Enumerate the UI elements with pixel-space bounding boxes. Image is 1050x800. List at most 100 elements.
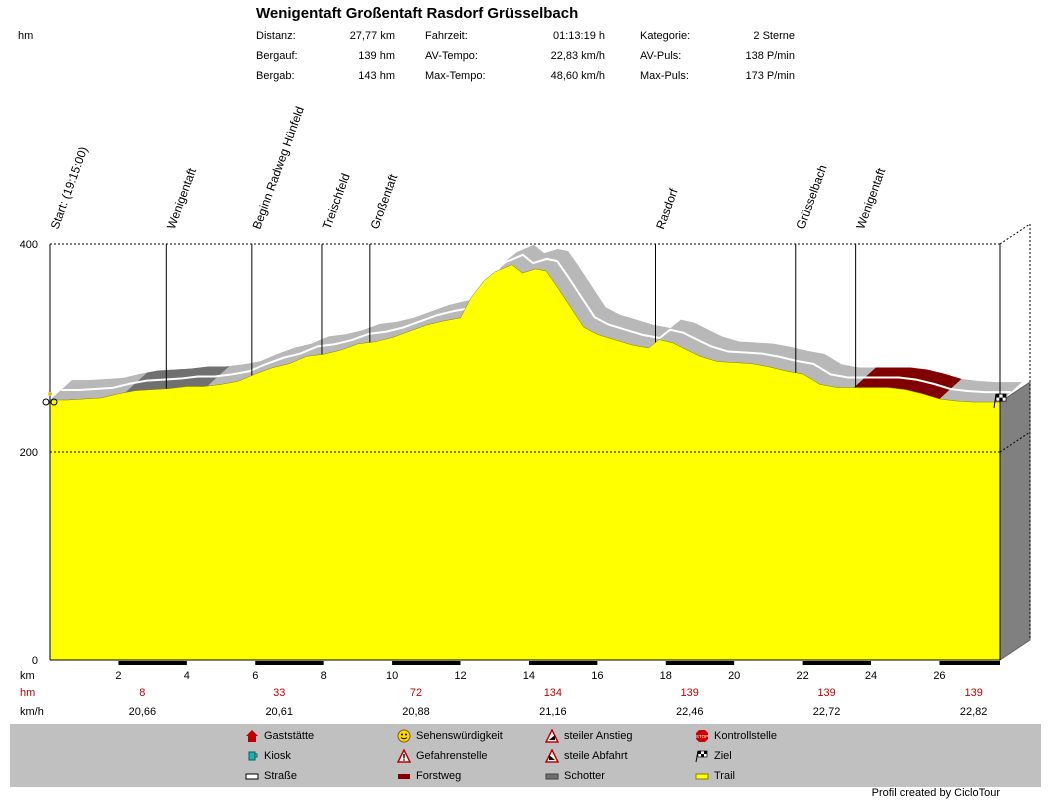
hm-summary-value: 134 [544,687,562,699]
x-tick-label: 18 [660,670,672,682]
legend-label: Straße [264,770,298,782]
legend: Gaststätte Sehenswürdigkeit steiler Anstie… [10,724,1041,787]
legend-item: STOP Kontrollstelle [695,729,777,743]
legend-item: Forstweg [397,769,461,783]
x-tick-label: 12 [454,670,466,682]
steep-climb-icon [544,728,560,743]
trail-swatch-icon [695,769,709,783]
finish-flag-marker-icon [993,393,1007,409]
legend-item: Gaststätte [245,729,314,743]
legend-label: steiler Anstieg [564,730,633,742]
x-tick-label: 4 [184,670,190,682]
legend-item: Schotter [545,769,605,783]
stat-value: 143 hm [358,70,395,82]
x-axis-band [392,661,461,665]
cup-icon [245,749,259,763]
page-title: Wenigentaft Großentaft Rasdorf Grüsselba… [256,5,579,22]
profile-shadow [50,244,1022,403]
hm-summary-value: 139 [681,687,699,699]
legend-label: Gefahrenstelle [416,750,488,762]
legend-label: Gaststätte [264,730,315,742]
elevation-area [49,264,1001,661]
waypoint-label: Wenigentaft [853,166,888,231]
waypoint-label: Beginn Radweg Hünfeld [249,105,306,231]
profile-side-face [999,381,1031,661]
legend-item: steiler Anstieg [544,728,633,743]
x-tick-label: 16 [591,670,603,682]
x-axis-band [802,661,872,665]
waypoint-label: Start: (19:15:00) [48,145,91,231]
kmh-summary-value: 22,46 [676,706,704,718]
stat-label: AV-Puls: [640,50,682,62]
stat-value: 173 P/min [745,70,795,82]
x-axis-band [255,661,324,665]
smiley-icon [397,729,411,743]
x-axis-unit-label: km [20,670,35,682]
hm-summary-value: 72 [410,687,422,699]
x-tick-label: 2 [115,670,121,682]
road-centerline [61,253,1011,394]
legend-label: Forstweg [416,770,462,782]
legend-label: Schotter [564,770,605,782]
x-tick-label: 20 [728,670,740,682]
stat-value: 27,77 km [349,30,395,42]
stat-value: 139 hm [358,50,395,62]
y-tick-label: 0 [32,655,38,667]
x-tick-label: 10 [386,670,398,682]
hm-row-label: hm [20,687,35,699]
legend-item: steile Abfahrt [544,748,628,763]
warning-icon [396,748,412,763]
stat-label: Bergab: [256,70,295,82]
stat-label: Max-Tempo: [425,70,486,82]
waypoint-label: Wenigentaft [164,166,199,231]
legend-item: Trail [695,769,735,783]
credit-text: Profil created by CicloTour [871,787,1000,799]
legend-item: Sehenswürdigkeit [397,729,503,743]
waypoint-label: Treischfeld [320,172,353,232]
legend-item: Gefahrenstelle [396,748,488,763]
legend-item: Kiosk [245,749,291,763]
stat-value: 138 P/min [745,50,795,62]
gravel-swatch-icon [545,769,559,783]
hm-summary-value: 139 [964,687,982,699]
stop-icon: STOP [695,729,709,743]
x-axis-band [939,661,1000,665]
steep-descent-icon [544,748,560,763]
hm-summary-value: 139 [817,687,835,699]
legend-label: Trail [714,770,735,782]
legend-label: Kiosk [264,750,291,762]
finish-flag-icon [695,749,709,763]
waypoint-label: Rasdorf [653,186,681,231]
legend-item: Straße [245,769,297,783]
kmh-summary-value: 20,66 [129,706,157,718]
svg-text:STOP: STOP [696,734,708,739]
x-axis-band [665,661,735,665]
depth-grid-line [999,223,1031,245]
x-tick-label: 26 [933,670,945,682]
stat-value: 22,83 km/h [550,50,605,62]
kmh-summary-value: 22,82 [960,706,988,718]
kmh-summary-value: 22,72 [813,706,841,718]
x-axis-band [528,661,598,665]
kmh-summary-value: 20,88 [402,706,430,718]
legend-label: Kontrollstelle [714,730,777,742]
x-tick-label: 6 [252,670,258,682]
kmh-summary-value: 20,61 [265,706,293,718]
stat-label: Max-Puls: [640,70,689,82]
legend-label: Ziel [714,750,732,762]
hm-summary-value: 8 [139,687,145,699]
y-tick-label: 200 [20,447,38,459]
legend-item: Ziel [695,749,732,763]
stat-value: 2 Sterne [753,30,795,42]
stat-value: 48,60 km/h [550,70,605,82]
kmh-summary-value: 21,16 [539,706,567,718]
stat-label: AV-Tempo: [425,50,478,62]
legend-label: Sehenswürdigkeit [416,730,503,742]
x-axis-band [118,661,187,665]
x-tick-label: 22 [796,670,808,682]
stat-label: Bergauf: [256,50,298,62]
x-tick-label: 24 [865,670,877,682]
hm-summary-value: 33 [273,687,285,699]
legend-label: steile Abfahrt [564,750,628,762]
